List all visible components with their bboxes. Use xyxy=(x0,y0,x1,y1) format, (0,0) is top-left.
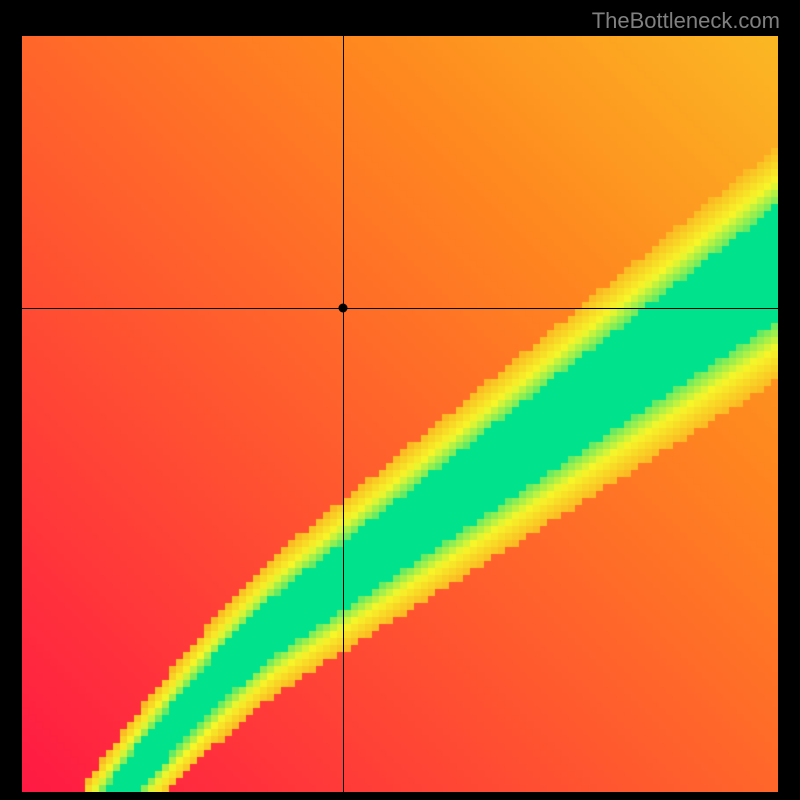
marker-dot xyxy=(339,304,348,313)
heatmap-canvas xyxy=(22,36,778,792)
watermark-text: TheBottleneck.com xyxy=(592,8,780,34)
plot-area xyxy=(22,36,778,792)
crosshair-horizontal xyxy=(22,308,778,309)
chart-container: TheBottleneck.com xyxy=(0,0,800,800)
crosshair-vertical xyxy=(343,36,344,792)
